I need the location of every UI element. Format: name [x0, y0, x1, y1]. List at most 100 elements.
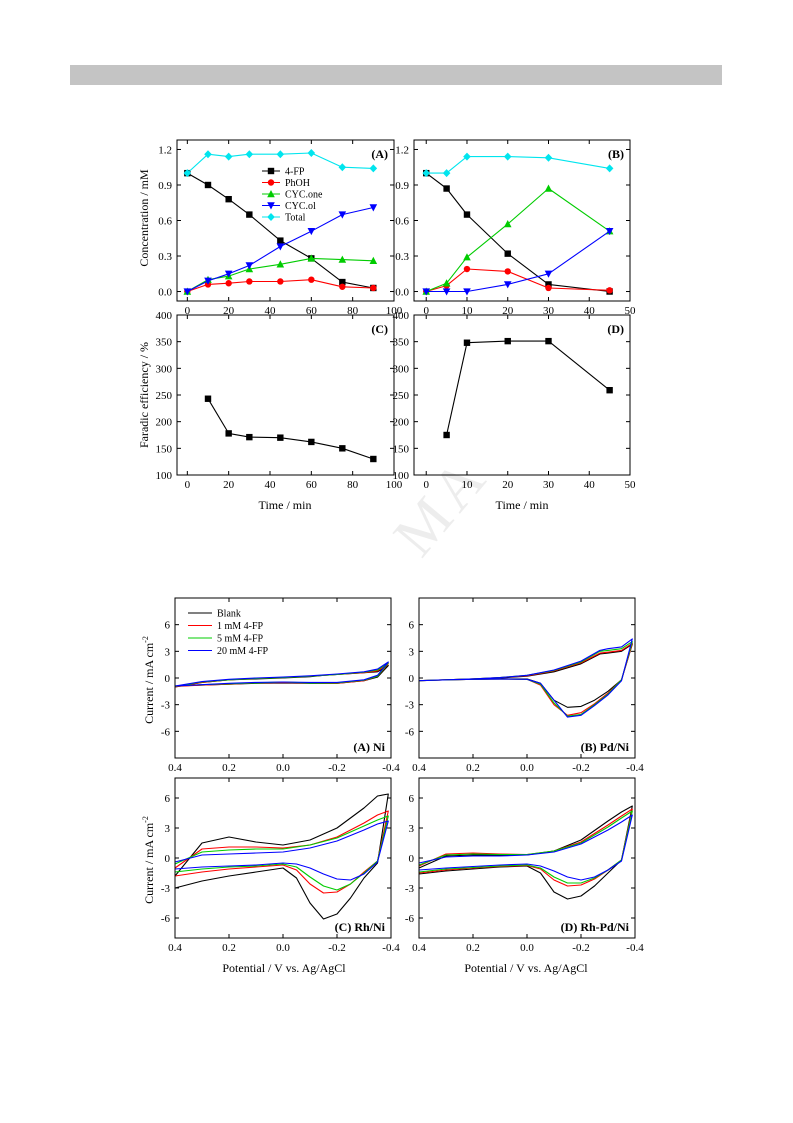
fig1C-ytick-label-1: 150: [156, 443, 173, 455]
fig1A-ytick-label-3: 0.9: [158, 180, 172, 192]
fig2D-xtick-label-3: -0.2: [572, 942, 589, 954]
fig2C-line-blank: [174, 793, 389, 920]
fig2B-ytick-label-1: -3: [405, 700, 415, 712]
fig1D-ytick-label-6: 400: [393, 310, 410, 322]
fig1C-xtick-label-4: 80: [347, 479, 359, 491]
fig1A-point-total-0: [183, 169, 192, 178]
fig1B-point-cyc-ol-0: [422, 288, 431, 296]
fig2C-frame: [174, 777, 392, 939]
fig1B-ytick-label-2: 0.6: [395, 216, 409, 228]
fig2C-xtick-label-0: 0.4: [168, 942, 182, 954]
fig2D-ytick-label-1: -3: [405, 883, 415, 895]
fig1A-ytick-label-4: 1.2: [158, 144, 172, 156]
fig1A-point-cyc-ol-6: [338, 211, 347, 219]
fig1B-point-4-fp-1: [443, 185, 450, 192]
y-axis-label-current-top-text: Current / mA cm: [142, 642, 156, 724]
fig1A-point-phoh-3: [246, 278, 253, 285]
fig1A-xtick-label-3: 60: [306, 305, 318, 317]
fig1B-ytick-label-3: 0.9: [395, 180, 409, 192]
fig1A-point-total-3: [245, 150, 254, 159]
fig2D-xtick-label-4: -0.4: [626, 942, 644, 954]
fig1A-line-total: [186, 152, 374, 174]
fig1D-point-series-4: [606, 387, 613, 394]
fig1D-xtick-label-1: 10: [461, 479, 473, 491]
fig1A-xtick-label-1: 20: [223, 305, 235, 317]
fig1A-ytick-label-2: 0.6: [158, 216, 172, 228]
fig1C-point-series-0: [204, 395, 212, 402]
fig1A-point-4-fp-6: [339, 278, 346, 286]
fig1A-point-total-4: [276, 150, 285, 159]
fig1D-xtick-label-4: 40: [584, 479, 596, 491]
fig1C-point-series-5: [339, 445, 346, 452]
fig1B-line-cyc-one: [425, 187, 610, 293]
fig2D-line-20-mm-4-fp: [418, 814, 633, 881]
fig1D-ytick-label-3: 250: [393, 390, 410, 402]
fig2B-line-20-mm-4-fp: [418, 638, 633, 718]
fig2A-ytick-label-3: 3: [165, 646, 171, 658]
panel-fig2B: 0.4 0.2 0.0 -0.2 -0.4 -6 -3 0 3 6 (B) Pd/Ni: [405, 597, 644, 774]
fig1D-point-series-0: [443, 431, 450, 439]
fig1B-xtick-label-2: 20: [502, 305, 514, 317]
fig2A-line-blank: [174, 665, 389, 688]
fig2A-legend-label-20-mm-4-fp: 20 mM 4-FP: [217, 646, 269, 657]
fig2B-xtick-label-3: -0.2: [572, 762, 589, 774]
fig1B-xtick-label-1: 10: [461, 305, 473, 317]
fig1A-point-phoh-5: [308, 276, 315, 283]
fig1C-point-series-3: [277, 434, 284, 441]
fig1D-ytick-label-5: 350: [393, 337, 410, 349]
fig1B-line-phoh: [426, 268, 610, 293]
fig2B-ytick-label-4: 6: [409, 620, 415, 632]
fig2D-ytick-label-3: 3: [409, 823, 415, 835]
fig1A-legend-marker-total: [267, 213, 275, 221]
fig1A-point-4-fp-4: [277, 237, 284, 244]
fig1D-ytick-label-4: 300: [393, 363, 410, 375]
fig2B-xtick-label-2: 0.0: [520, 762, 534, 774]
fig1A-point-total-1: [204, 150, 212, 159]
fig2B-line-5-mm-4-fp: [418, 641, 633, 717]
fig2C-xtick-label-4: -0.4: [382, 942, 400, 954]
fig1B-point-total-0: [422, 169, 431, 178]
fig2A-ytick-label-1: -3: [161, 700, 171, 712]
fig1C-ytick-label-5: 350: [156, 337, 173, 349]
fig1A-xtick-label-4: 80: [347, 305, 359, 317]
x-axis-label-potential-right: Potential / V vs. Ag/AgCl: [464, 961, 588, 975]
fig1A-point-cyc-one-4: [276, 260, 285, 268]
fig2B-xtick-label-4: -0.4: [626, 762, 644, 774]
fig2D-frame: [418, 777, 636, 939]
fig1A-line-4-fp: [187, 172, 374, 289]
fig2B-line-1-mm-4-fp: [418, 642, 633, 716]
fig1C-point-series-4: [308, 438, 315, 446]
fig2A-legend-label-1-mm-4-fp: 1 mM 4-FP: [217, 621, 264, 632]
fig1D-point-series-3: [545, 337, 552, 345]
fig1D-line-series: [446, 340, 610, 436]
fig1C-xtick-label-5: 100: [386, 479, 403, 491]
fig1C-ytick-label-0: 100: [156, 470, 173, 482]
y-axis-label-current-bottom-text: Current / mA cm: [142, 822, 156, 904]
fig1A-ytick-label-0: 0.0: [158, 287, 172, 299]
fig2C-line-20-mm-4-fp: [174, 820, 389, 881]
fig1B-point-cyc-ol-3: [503, 281, 512, 289]
fig1A-legend-label-cyc-one: CYC.one: [285, 190, 323, 201]
y-axis-label-current-bottom-sup: -2: [141, 816, 150, 823]
fig1A-ytick-label-1: 0.3: [158, 251, 172, 263]
fig2C-xtick-label-3: -0.2: [328, 942, 345, 954]
fig1B-line-total: [426, 156, 610, 174]
fig2B-frame: [418, 597, 636, 759]
fig2A-line-1-mm-4-fp: [174, 663, 389, 688]
fig2C-ytick-label-2: 0: [165, 853, 171, 865]
fig2D-ytick-label-0: -6: [405, 913, 415, 925]
y-axis-label-faradic-efficiency: Faradic efficiency / %: [137, 342, 151, 448]
fig1A-point-cyc-ol-2: [224, 270, 233, 278]
fig2B-panel-label: (B) Pd/Ni: [581, 740, 630, 754]
fig1A-line-cyc-ol: [187, 206, 374, 292]
panel-fig1C: 0 20 40 60 80 100 100 150 200 250 300 350 400 (C): [156, 310, 403, 491]
fig2A-frame: [174, 597, 392, 759]
fig1A-point-cyc-ol-4: [276, 243, 285, 251]
fig2C-ytick-label-1: -3: [161, 883, 171, 895]
fig1A-point-total-5: [307, 149, 316, 158]
fig1D-point-series-1: [463, 339, 471, 346]
fig2C-xtick-label-2: 0.0: [276, 942, 290, 954]
fig1A-legend-marker-4-fp: [267, 167, 275, 175]
